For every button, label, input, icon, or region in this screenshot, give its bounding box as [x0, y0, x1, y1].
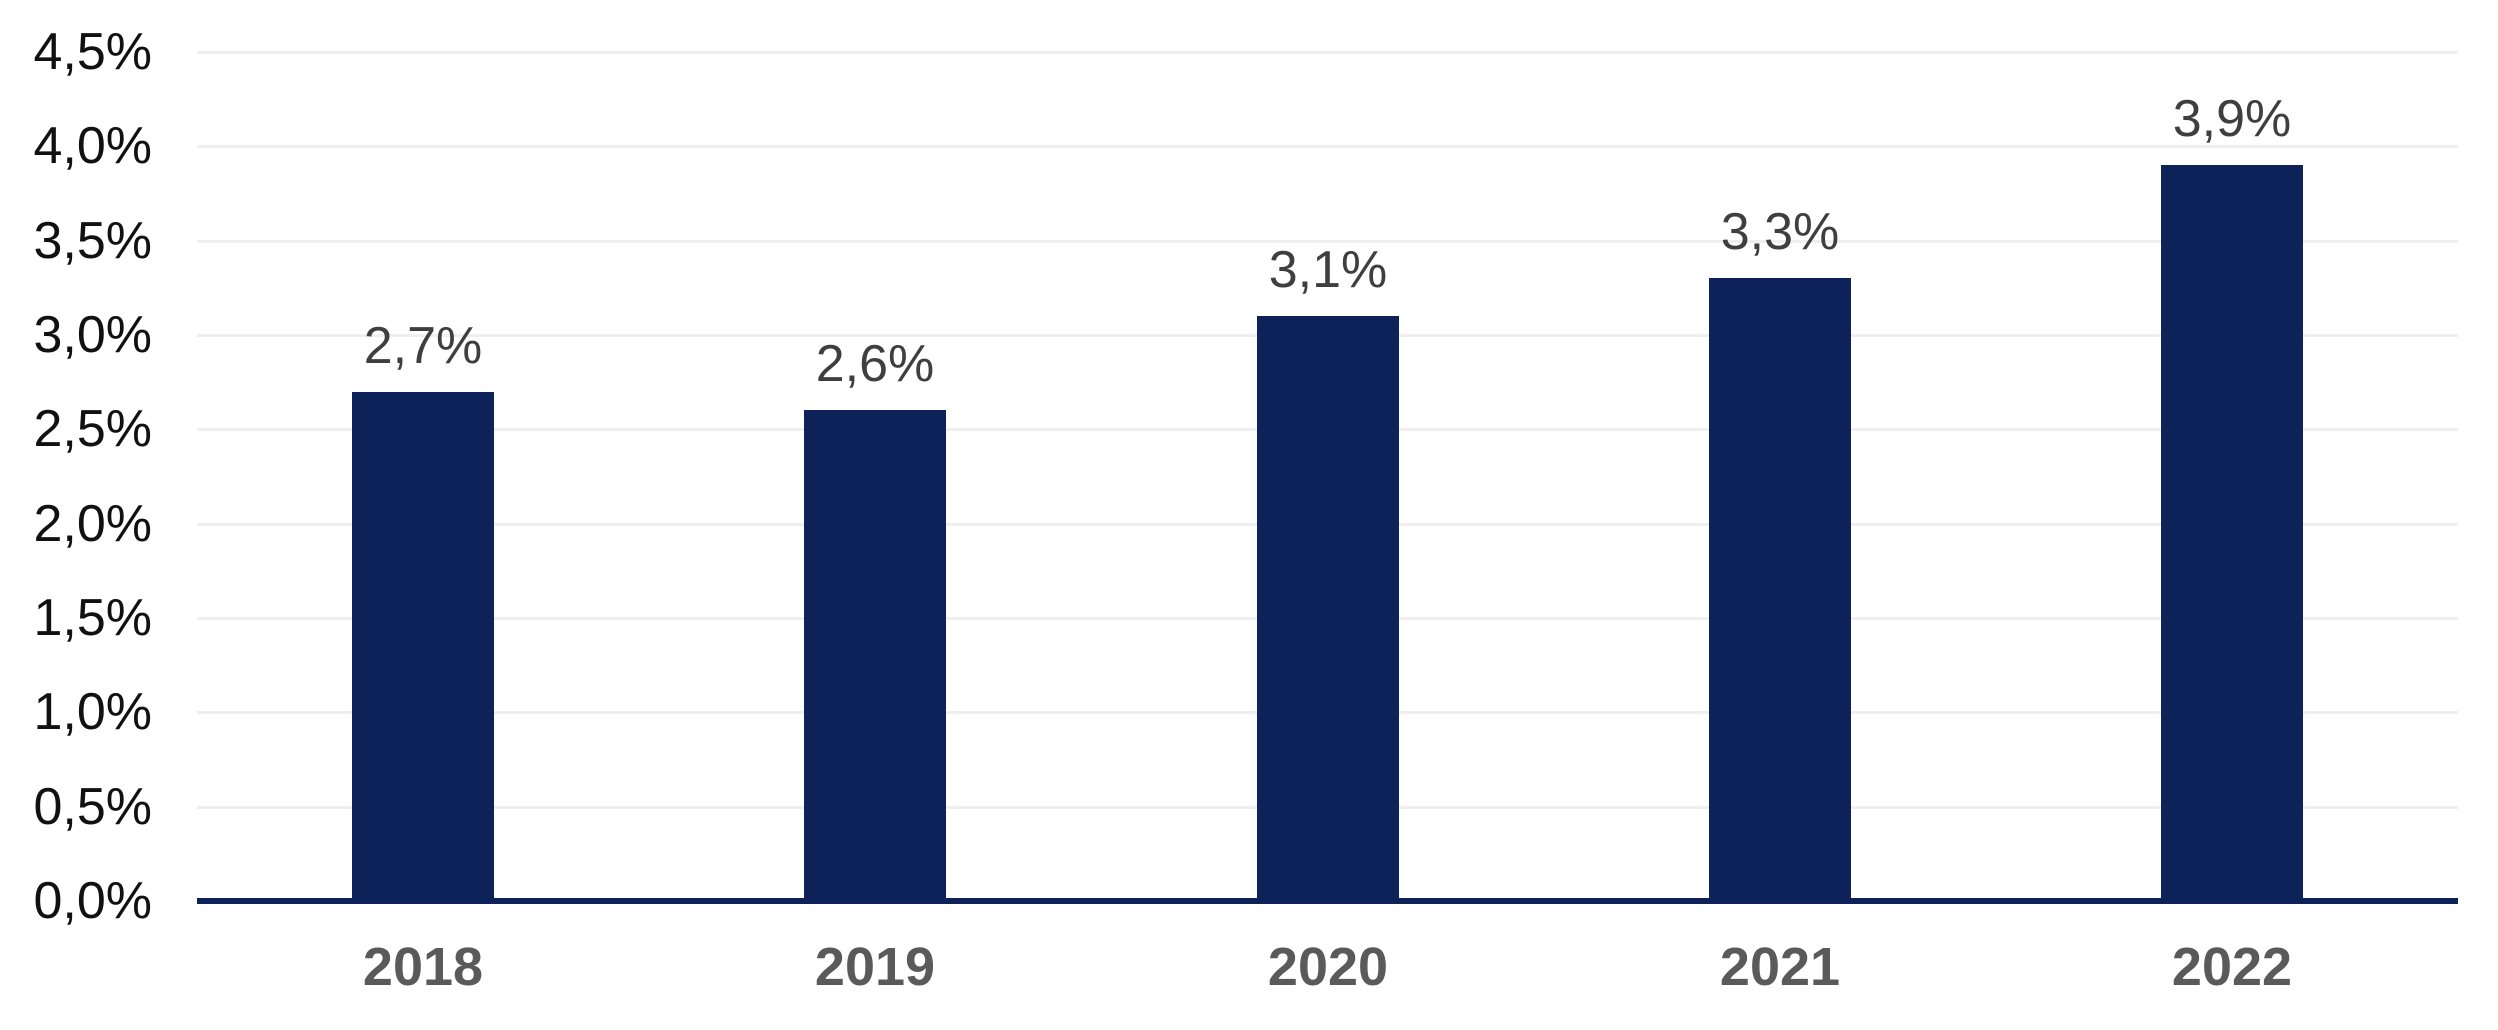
x-tick-label-2022: 2022 — [2171, 937, 2293, 997]
y-tick-label: 2,5% — [33, 400, 152, 458]
gridline-4,0% — [197, 145, 2458, 148]
bar-2020 — [1257, 316, 1399, 901]
bar-2022 — [2161, 165, 2303, 901]
bar-value-label-2021: 3,3% — [1720, 203, 1840, 261]
y-tick-label: 3,0% — [33, 306, 152, 364]
y-tick-label: 1,0% — [33, 683, 152, 741]
x-axis-line — [197, 898, 2458, 904]
gridline-4,5% — [197, 51, 2458, 54]
bar-2021 — [1709, 278, 1851, 901]
x-tick-label-2021: 2021 — [1719, 937, 1841, 997]
bar-2019 — [804, 410, 946, 901]
y-tick-label: 1,5% — [33, 589, 152, 647]
y-tick-label: 0,5% — [33, 778, 152, 836]
x-tick-label-2019: 2019 — [814, 937, 936, 997]
x-tick-label-2020: 2020 — [1267, 937, 1389, 997]
y-tick-label: 4,0% — [33, 117, 152, 175]
y-tick-label: 3,5% — [33, 212, 152, 270]
bar-2018 — [352, 392, 494, 901]
y-tick-label: 4,5% — [33, 23, 152, 81]
bar-value-label-2019: 2,6% — [815, 335, 935, 393]
y-tick-label: 2,0% — [33, 495, 152, 553]
bar-value-label-2018: 2,7% — [363, 317, 483, 375]
bar-value-label-2022: 3,9% — [2172, 90, 2292, 148]
x-tick-label-2018: 2018 — [362, 937, 484, 997]
y-tick-label: 0,0% — [33, 872, 152, 930]
bar-value-label-2020: 3,1% — [1268, 241, 1388, 299]
gridline-3,5% — [197, 240, 2458, 243]
